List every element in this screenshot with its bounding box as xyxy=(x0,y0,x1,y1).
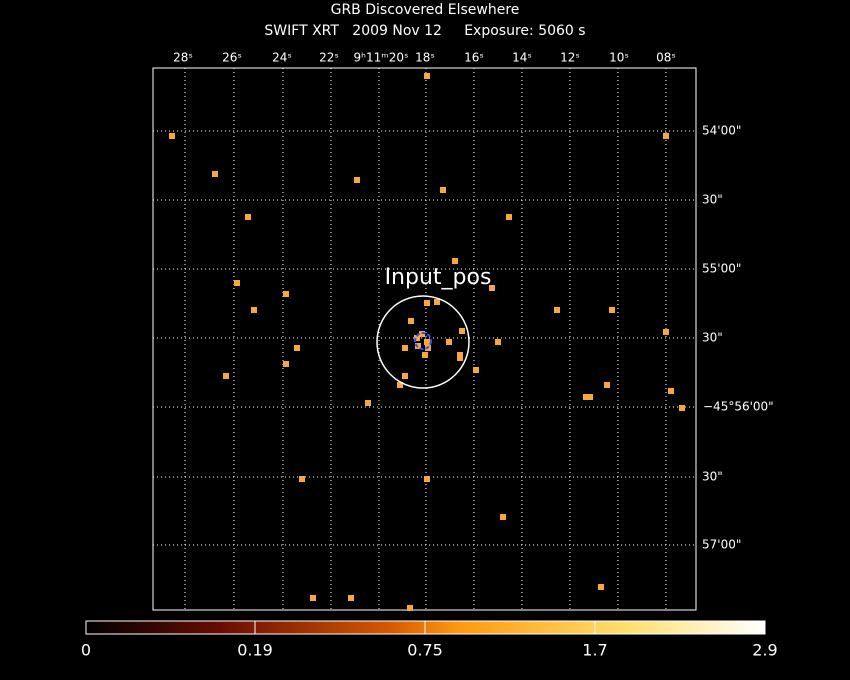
event xyxy=(407,605,413,611)
ra-label: 10ˢ xyxy=(609,51,629,65)
event xyxy=(554,307,560,313)
event xyxy=(283,361,289,367)
event xyxy=(473,367,479,373)
frame xyxy=(152,67,697,611)
event xyxy=(245,214,251,220)
event xyxy=(598,584,604,590)
event xyxy=(457,355,463,361)
event xyxy=(424,73,430,79)
event xyxy=(422,352,428,358)
colorbar-label: 0.19 xyxy=(237,641,273,660)
title: GRB Discovered Elsewhere xyxy=(331,2,520,18)
dec-label: 55'00" xyxy=(702,262,741,276)
event xyxy=(459,328,465,334)
event xyxy=(587,394,593,400)
ra-label: 12ˢ xyxy=(560,51,580,65)
ra-label: 08ˢ xyxy=(656,51,676,65)
event xyxy=(397,382,403,388)
events xyxy=(169,73,685,611)
event xyxy=(679,405,685,411)
event xyxy=(434,299,440,305)
colorbar-labels: 0 0.19 0.75 1.7 2.9 xyxy=(81,621,778,660)
event xyxy=(583,394,589,400)
event xyxy=(251,307,257,313)
dec-label: −45°56'00" xyxy=(703,400,774,414)
event xyxy=(489,285,495,291)
event xyxy=(402,373,408,379)
event xyxy=(310,595,316,601)
event xyxy=(663,329,669,335)
subtitle: SWIFT XRT 2009 Nov 12 Exposure: 5060 s xyxy=(264,23,585,39)
source-region xyxy=(376,295,470,389)
event xyxy=(234,280,240,286)
event xyxy=(414,335,420,341)
event xyxy=(402,345,408,351)
ra-label: 22ˢ xyxy=(319,51,339,65)
colorbar-label: 0 xyxy=(81,641,91,660)
colorbar-label: 1.7 xyxy=(582,641,607,660)
event xyxy=(440,187,446,193)
event xyxy=(446,339,452,345)
dec-label: 54'00" xyxy=(702,124,741,138)
event xyxy=(424,339,430,345)
annotation: Input_pos xyxy=(385,265,492,290)
event xyxy=(424,300,430,306)
event xyxy=(408,318,414,324)
event xyxy=(452,258,458,264)
event xyxy=(663,133,669,139)
ra-label: 9ʰ11ᵐ20ˢ xyxy=(354,51,409,65)
event xyxy=(495,339,501,345)
event xyxy=(169,133,175,139)
event xyxy=(604,382,610,388)
event xyxy=(500,514,506,520)
event xyxy=(348,595,354,601)
ra-label: 26ˢ xyxy=(222,51,242,65)
event xyxy=(294,345,300,351)
colorbar-label: 2.9 xyxy=(752,641,777,660)
event xyxy=(283,291,289,297)
ra-label: 28ˢ xyxy=(173,51,193,65)
dec-label: 30" xyxy=(702,470,723,484)
ra-label: 14ˢ xyxy=(512,51,532,65)
ra-label: 24ˢ xyxy=(272,51,292,65)
dec-label: 57'00" xyxy=(702,538,741,552)
dec-label: 30" xyxy=(702,193,723,207)
event xyxy=(212,171,218,177)
event xyxy=(668,388,674,394)
colorbar-label: 0.75 xyxy=(407,641,443,660)
position-circle xyxy=(414,332,432,350)
ra-label: 18ˢ xyxy=(415,51,435,65)
event xyxy=(223,373,229,379)
ra-label: 16ˢ xyxy=(464,51,484,65)
grid: 28ˢ 26ˢ 24ˢ 22ˢ 9ʰ11ᵐ20ˢ 18ˢ 16ˢ 14ˢ 12ˢ 10ˢ 08ˢ 54… xyxy=(153,51,774,610)
event xyxy=(299,476,305,482)
event xyxy=(424,476,430,482)
event xyxy=(365,400,371,406)
event xyxy=(506,214,512,220)
dec-label: 30" xyxy=(702,331,723,345)
event xyxy=(354,177,360,183)
event xyxy=(609,307,615,313)
